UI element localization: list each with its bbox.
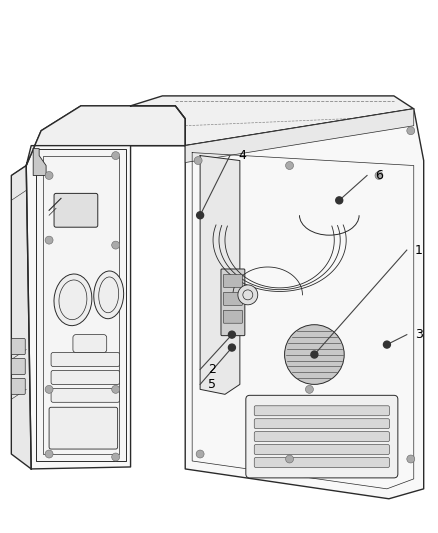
Circle shape <box>286 455 293 463</box>
Circle shape <box>229 331 235 338</box>
FancyBboxPatch shape <box>254 457 389 467</box>
FancyBboxPatch shape <box>246 395 398 478</box>
Text: 6: 6 <box>375 169 383 182</box>
FancyBboxPatch shape <box>73 335 107 352</box>
FancyBboxPatch shape <box>51 352 120 367</box>
Circle shape <box>45 385 53 393</box>
Ellipse shape <box>54 274 92 326</box>
FancyBboxPatch shape <box>49 407 118 449</box>
FancyBboxPatch shape <box>54 193 98 227</box>
Polygon shape <box>185 109 414 163</box>
Circle shape <box>383 341 390 348</box>
Circle shape <box>311 351 318 358</box>
Polygon shape <box>200 156 240 394</box>
Circle shape <box>286 161 293 169</box>
Circle shape <box>112 385 120 393</box>
Circle shape <box>336 197 343 204</box>
Text: 3: 3 <box>415 328 423 341</box>
Circle shape <box>238 285 258 305</box>
Polygon shape <box>26 106 185 166</box>
Circle shape <box>407 127 415 135</box>
Circle shape <box>375 172 383 180</box>
FancyBboxPatch shape <box>11 359 25 375</box>
Circle shape <box>196 450 204 458</box>
Polygon shape <box>131 96 414 146</box>
FancyBboxPatch shape <box>254 432 389 441</box>
FancyBboxPatch shape <box>254 419 389 429</box>
Text: 4: 4 <box>238 149 246 162</box>
Polygon shape <box>185 109 424 499</box>
FancyBboxPatch shape <box>254 406 389 416</box>
Circle shape <box>45 172 53 180</box>
Circle shape <box>407 455 415 463</box>
Polygon shape <box>33 149 46 175</box>
Circle shape <box>112 241 120 249</box>
Circle shape <box>112 453 120 461</box>
FancyBboxPatch shape <box>51 370 120 384</box>
Circle shape <box>229 344 235 351</box>
Circle shape <box>194 157 202 165</box>
FancyBboxPatch shape <box>221 269 245 336</box>
Ellipse shape <box>94 271 124 319</box>
FancyBboxPatch shape <box>223 310 242 323</box>
Circle shape <box>285 325 344 384</box>
FancyBboxPatch shape <box>254 445 389 455</box>
Circle shape <box>45 236 53 244</box>
Circle shape <box>45 450 53 458</box>
Circle shape <box>305 385 314 393</box>
Circle shape <box>112 151 120 159</box>
Circle shape <box>197 212 204 219</box>
Polygon shape <box>36 149 126 461</box>
Text: 5: 5 <box>208 378 216 391</box>
Polygon shape <box>26 106 185 469</box>
Text: 1: 1 <box>415 244 423 256</box>
FancyBboxPatch shape <box>51 389 120 402</box>
FancyBboxPatch shape <box>223 274 242 287</box>
FancyBboxPatch shape <box>11 338 25 354</box>
FancyBboxPatch shape <box>223 293 242 305</box>
Polygon shape <box>11 166 31 469</box>
FancyBboxPatch shape <box>11 378 25 394</box>
Text: 2: 2 <box>208 363 216 376</box>
